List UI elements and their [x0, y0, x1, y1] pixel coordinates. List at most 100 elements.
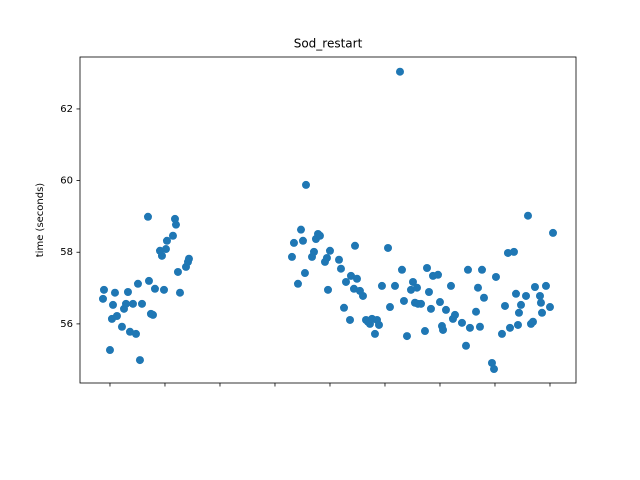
point — [325, 246, 334, 255]
point — [395, 67, 404, 76]
point — [497, 329, 506, 338]
point — [293, 279, 302, 288]
axes-frame — [79, 56, 577, 384]
point — [298, 236, 307, 245]
point — [513, 320, 522, 329]
point — [420, 327, 429, 336]
point — [473, 283, 482, 292]
point — [171, 220, 180, 229]
point — [397, 265, 406, 274]
point — [135, 356, 144, 365]
y-tick-label: 60 — [60, 176, 73, 187]
point — [148, 310, 157, 319]
point — [341, 277, 350, 286]
point — [340, 303, 349, 312]
point — [110, 288, 119, 297]
point — [465, 323, 474, 332]
point — [412, 283, 421, 292]
y-tick-label: 62 — [60, 104, 73, 115]
point — [541, 281, 550, 290]
point — [117, 322, 126, 331]
point — [109, 300, 118, 309]
point — [289, 238, 298, 247]
chart-title: Sod_restart — [294, 37, 363, 51]
point — [463, 265, 472, 274]
point — [408, 277, 417, 286]
point — [358, 291, 367, 300]
point — [144, 276, 153, 285]
point — [435, 298, 444, 307]
point — [300, 269, 309, 278]
point — [509, 247, 518, 256]
point — [530, 282, 539, 291]
point — [162, 236, 171, 245]
point — [352, 274, 361, 283]
point — [157, 251, 166, 260]
point — [472, 307, 481, 316]
point — [385, 303, 394, 312]
y-axis-label: time (seconds) — [35, 183, 46, 258]
point — [417, 299, 426, 308]
point — [351, 241, 360, 250]
point — [133, 279, 142, 288]
point — [123, 288, 132, 297]
point — [296, 225, 305, 234]
point — [324, 285, 332, 294]
point — [377, 281, 386, 290]
point — [322, 253, 331, 262]
point — [128, 299, 137, 308]
point — [168, 231, 177, 240]
point — [105, 346, 114, 355]
point — [500, 301, 509, 310]
point — [503, 248, 512, 257]
point — [535, 291, 544, 300]
point — [399, 296, 408, 305]
point — [315, 231, 324, 240]
point — [514, 308, 523, 317]
point — [516, 300, 525, 309]
point — [370, 329, 379, 338]
point — [112, 312, 121, 321]
point — [137, 299, 146, 308]
point — [374, 320, 383, 329]
point — [402, 332, 411, 341]
point — [441, 305, 450, 314]
point — [475, 322, 484, 331]
point — [478, 265, 487, 274]
point — [99, 285, 108, 294]
point — [491, 272, 500, 281]
point — [528, 317, 537, 326]
point — [336, 264, 345, 273]
point — [450, 310, 459, 319]
point — [446, 281, 455, 290]
point — [143, 212, 152, 221]
point — [523, 211, 532, 220]
point — [384, 243, 393, 252]
point — [505, 323, 514, 332]
y-tick-label: 56 — [60, 319, 73, 330]
point — [434, 270, 443, 279]
point — [390, 281, 399, 290]
point — [150, 284, 159, 293]
point — [121, 299, 130, 308]
point — [489, 365, 498, 374]
point — [161, 245, 170, 254]
point — [545, 303, 554, 312]
point — [457, 318, 466, 327]
point — [175, 288, 184, 297]
point — [487, 358, 496, 367]
point — [536, 298, 545, 307]
point — [538, 308, 547, 317]
point — [423, 264, 432, 273]
point — [184, 254, 193, 263]
point — [98, 294, 107, 303]
point — [511, 289, 520, 298]
point — [131, 329, 140, 338]
point — [439, 325, 448, 334]
point — [301, 180, 310, 189]
point — [479, 293, 488, 302]
point — [346, 271, 355, 280]
